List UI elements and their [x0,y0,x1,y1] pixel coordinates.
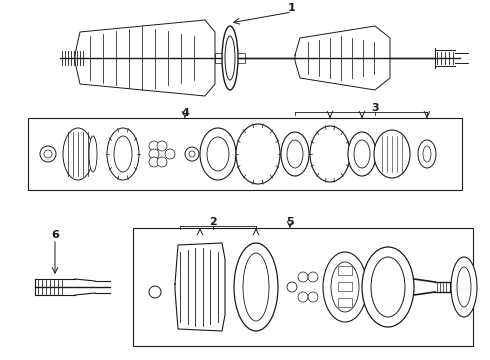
Ellipse shape [234,243,278,331]
Circle shape [157,141,167,151]
Text: 2: 2 [209,217,217,227]
Circle shape [298,272,308,282]
Ellipse shape [348,132,376,176]
Ellipse shape [89,136,97,172]
Bar [215,53,245,63]
Ellipse shape [225,36,235,80]
Bar [133,228,473,346]
Ellipse shape [281,132,309,176]
Bar [338,298,352,307]
Circle shape [298,292,308,302]
Ellipse shape [243,253,269,321]
Ellipse shape [331,262,359,312]
Polygon shape [295,26,390,90]
Ellipse shape [207,137,229,171]
Circle shape [189,151,195,157]
Circle shape [157,157,167,167]
Circle shape [44,150,52,158]
Ellipse shape [362,247,414,327]
Ellipse shape [457,267,471,307]
Circle shape [149,149,159,159]
Bar [338,266,352,275]
Ellipse shape [371,257,405,317]
Text: 3: 3 [371,103,379,113]
Text: 6: 6 [51,230,59,240]
Text: 1: 1 [288,3,296,13]
Ellipse shape [451,257,477,317]
Ellipse shape [423,146,431,162]
Circle shape [287,282,297,292]
Ellipse shape [354,140,370,168]
Circle shape [308,272,318,282]
Ellipse shape [63,128,93,180]
Text: 4: 4 [181,108,189,118]
Bar [28,118,462,190]
Ellipse shape [114,136,132,172]
Ellipse shape [323,252,367,322]
Ellipse shape [310,126,350,182]
Bar [338,282,352,291]
Polygon shape [175,243,225,331]
Circle shape [165,149,175,159]
Circle shape [185,147,199,161]
Ellipse shape [287,140,303,168]
Circle shape [149,141,159,151]
Circle shape [308,292,318,302]
Ellipse shape [107,128,139,180]
Ellipse shape [200,128,236,180]
Text: 5: 5 [286,217,294,227]
Ellipse shape [236,124,280,184]
Ellipse shape [222,26,238,90]
Ellipse shape [418,140,436,168]
Circle shape [149,157,159,167]
Circle shape [40,146,56,162]
Circle shape [149,286,161,298]
Polygon shape [75,20,215,96]
Ellipse shape [374,130,410,178]
